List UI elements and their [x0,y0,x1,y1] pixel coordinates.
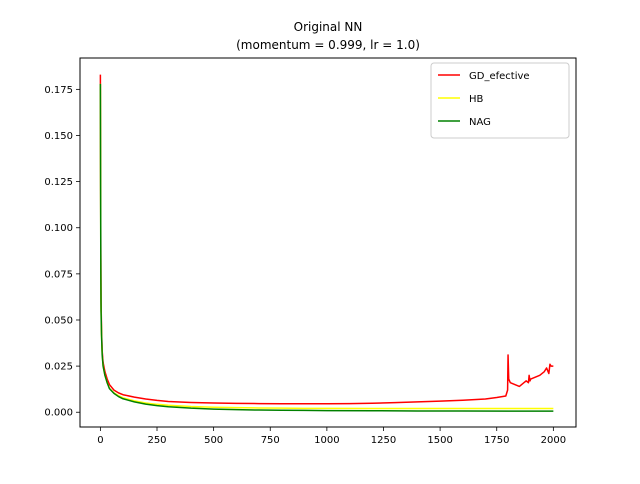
legend-label: HB [469,94,484,105]
legend: GD_efective HB NAG [430,62,570,139]
x-tick-label: 1000 [314,435,339,446]
y-tick-label: 0.075 [44,269,73,280]
x-tick-label: 1750 [484,435,509,446]
x-tick-label: 1500 [427,435,452,446]
y-tick-label: 0.150 [44,131,73,142]
y-tick-label: 0.050 [44,315,73,326]
y-tick-label: 0.025 [44,362,73,373]
x-tick-label: 750 [261,435,280,446]
series-line-nag [99,83,554,412]
series-group [99,74,554,412]
plot-area [99,74,554,412]
legend-box [430,62,570,139]
x-tick-label: 500 [204,435,223,446]
x-tick-label: 0 [97,435,103,446]
chart-subtitle: (momentum = 0.999, lr = 1.0) [236,38,420,52]
series-line-gd-efective [99,74,554,405]
y-tick-label: 0.175 [44,85,73,96]
y-tick-label: 0.125 [44,177,73,188]
x-tick-label: 250 [147,435,166,446]
x-tick-label: 1250 [371,435,396,446]
x-tick-label: 2000 [541,435,566,446]
chart-title: Original NN [294,20,363,34]
legend-label: GD_efective [469,71,530,82]
legend-label: NAG [469,117,491,128]
y-tick-label: 0.000 [44,408,73,419]
y-tick-label: 0.100 [44,223,73,234]
axes: 0 250 500 750 1000 1250 1500 1750 2000 0.000 0.025… [44,57,577,446]
axes-frame [79,57,577,428]
